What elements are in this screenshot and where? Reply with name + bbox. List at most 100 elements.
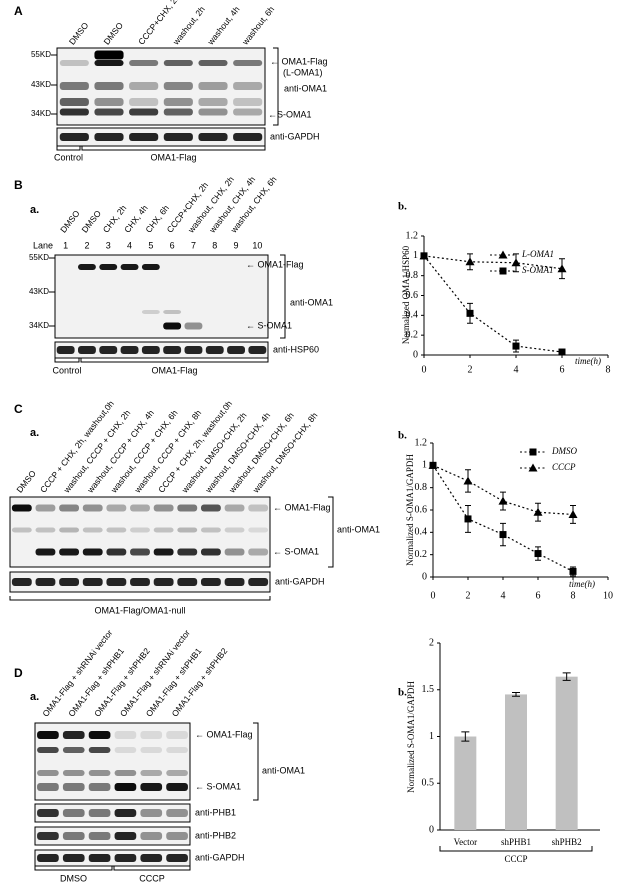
legend-label: CCCP — [552, 462, 576, 472]
band — [59, 548, 80, 556]
band-label: ← S-OMA1 — [246, 320, 292, 330]
band — [94, 60, 124, 66]
band — [11, 527, 32, 533]
band — [184, 322, 203, 330]
legend-label: DMSO — [551, 446, 577, 456]
band — [130, 527, 150, 533]
loading-label: anti-GAPDH — [270, 131, 320, 141]
band — [59, 578, 80, 586]
group-bracket — [80, 358, 269, 363]
legend-marker — [499, 267, 507, 275]
band — [88, 770, 111, 776]
band — [37, 854, 59, 862]
band — [140, 770, 163, 776]
y-tick-label: 1.2 — [415, 437, 428, 448]
loading-label: anti-PHB1 — [195, 807, 236, 817]
band — [106, 578, 127, 586]
y-tick-label: 0.8 — [415, 482, 428, 493]
legend-label: L-OMA1 — [521, 249, 554, 259]
band — [88, 832, 111, 840]
band — [62, 832, 85, 840]
x-tick-label: 4 — [501, 590, 506, 601]
group-label: OMA1-Flag/OMA1-null — [94, 605, 185, 615]
band — [166, 731, 188, 739]
band — [11, 504, 32, 512]
lane-label: DMSO — [67, 20, 91, 47]
band — [198, 82, 228, 90]
lane-number: 8 — [212, 240, 217, 250]
band — [166, 832, 188, 840]
band — [120, 264, 139, 270]
band — [82, 548, 103, 556]
band — [130, 504, 150, 512]
band — [78, 264, 96, 270]
band-label: ← S-OMA1 — [195, 781, 241, 791]
size-marker: 34KD — [31, 109, 51, 118]
group-label: DMSO — [60, 873, 87, 883]
group-bracket — [81, 146, 266, 151]
band — [224, 548, 245, 556]
band — [141, 310, 160, 314]
y-tick-label: 1 — [413, 250, 418, 261]
data-marker — [558, 348, 566, 356]
x-tick-label: 2 — [468, 364, 473, 375]
error-bar — [562, 672, 571, 681]
band — [37, 809, 59, 817]
bar — [505, 694, 527, 830]
band — [166, 783, 188, 791]
blot — [56, 127, 266, 147]
group-label: Control — [52, 365, 81, 375]
band — [99, 346, 118, 354]
band — [163, 108, 193, 116]
x-tick-label: 8 — [571, 590, 576, 601]
band — [106, 548, 127, 556]
band — [37, 832, 59, 840]
series-line — [432, 464, 574, 516]
lane-label: washout, 2h — [170, 4, 207, 47]
y-tick-label: 0.4 — [406, 310, 419, 321]
y-tick-label: 1.2 — [406, 230, 419, 241]
y-axis-label: Normalized OMA1/HSP60 — [401, 245, 411, 344]
chart: b. 0 0.5 1 1.5 2 Normalized S-OMA1/GAPDH Vector… — [398, 637, 600, 864]
band — [114, 747, 137, 753]
lane-label: DMSO — [79, 208, 103, 235]
band — [233, 108, 263, 116]
x-tick-label: 8 — [606, 364, 611, 375]
x-tick-label: 6 — [536, 590, 541, 601]
band — [37, 770, 59, 776]
series-line — [423, 255, 563, 270]
data-marker — [499, 531, 507, 539]
lane-number: 3 — [106, 240, 111, 250]
band — [141, 264, 160, 270]
band — [114, 783, 137, 791]
band — [94, 133, 124, 141]
y-tick-label: 2 — [429, 637, 434, 648]
band — [94, 108, 124, 116]
band — [59, 527, 80, 533]
y-tick-label: 0 — [422, 571, 427, 582]
band — [233, 98, 263, 106]
band — [37, 731, 59, 739]
band — [163, 82, 193, 90]
y-tick-label: 0.4 — [415, 527, 428, 538]
blot — [56, 47, 266, 126]
band — [198, 108, 228, 116]
chart-label: b. — [398, 201, 407, 213]
blot — [34, 803, 191, 823]
band — [248, 548, 269, 556]
band — [200, 527, 221, 533]
band — [200, 578, 221, 586]
data-marker — [568, 509, 578, 518]
band — [140, 832, 163, 840]
band — [130, 548, 150, 556]
band — [248, 527, 269, 533]
x-tick-label: shPHB2 — [552, 837, 582, 847]
y-axis-label: Normalized S-OMA1/GAPDH — [406, 681, 416, 793]
band — [163, 98, 193, 106]
panel-letter: A — [14, 4, 23, 18]
band — [78, 346, 96, 354]
y-axis-label: Normalized S-OMA1/GAPDH — [405, 454, 415, 566]
band — [198, 98, 228, 106]
